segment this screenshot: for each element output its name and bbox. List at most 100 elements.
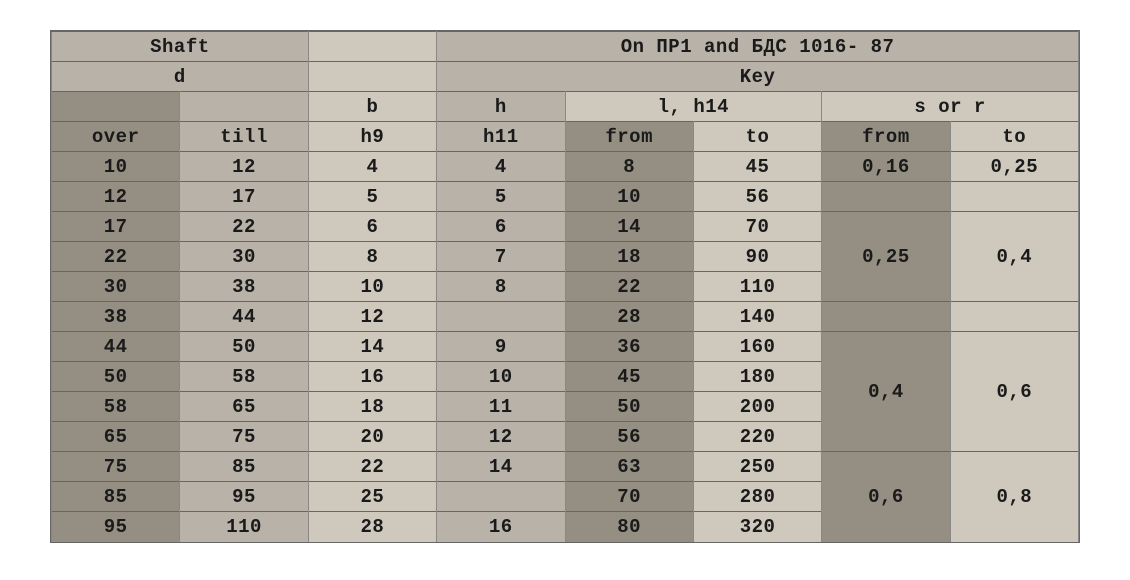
cell-till: 17 [180,182,308,212]
cell-over: 30 [52,272,180,302]
cell-b: 14 [308,332,436,362]
table-row: 17226614700,250,4 [52,212,1079,242]
cell-lfrom: 45 [565,362,693,392]
cell-b: 28 [308,512,436,542]
cell-lto: 280 [693,482,821,512]
cell-over: 10 [52,152,180,182]
cell-h [437,302,565,332]
cell-sr-to: 0,6 [950,332,1078,452]
cell-till: 58 [180,362,308,392]
cell-lfrom: 50 [565,392,693,422]
col-sr: s or r [822,92,1079,122]
sub-over: over [52,122,180,152]
cell-lto: 70 [693,212,821,242]
cell-b: 4 [308,152,436,182]
cell-h [437,482,565,512]
cell-b: 22 [308,452,436,482]
sub-h9: h9 [308,122,436,152]
table-row: 1217551056 [52,182,1079,212]
cell-sr-to: 0,25 [950,152,1078,182]
cell-till: 85 [180,452,308,482]
cell-till: 44 [180,302,308,332]
hdr-d: d [52,62,309,92]
sub-till: till [180,122,308,152]
cell-over: 44 [52,332,180,362]
cell-b: 5 [308,182,436,212]
cell-h: 10 [437,362,565,392]
col-h: h [437,92,565,122]
cell-over: 65 [52,422,180,452]
cell-h: 16 [437,512,565,542]
cell-over: 50 [52,362,180,392]
cell-sr-from [822,302,950,332]
cell-b: 8 [308,242,436,272]
cell-b: 12 [308,302,436,332]
cell-till: 12 [180,152,308,182]
cell-sr-to [950,182,1078,212]
header-row-3: b h l, h14 s or r [52,92,1079,122]
cell-till: 110 [180,512,308,542]
cell-b: 16 [308,362,436,392]
cell-sr-from: 0,6 [822,452,950,542]
cell-lto: 320 [693,512,821,542]
cell-h: 6 [437,212,565,242]
cell-till: 75 [180,422,308,452]
cell-lfrom: 22 [565,272,693,302]
cell-sr-to: 0,4 [950,212,1078,302]
cell-lfrom: 80 [565,512,693,542]
cell-b: 25 [308,482,436,512]
cell-lto: 56 [693,182,821,212]
table-row: 1012448450,160,25 [52,152,1079,182]
sub-to1: to [693,122,821,152]
hdr-blank [308,32,436,62]
cell-over: 22 [52,242,180,272]
cell-lto: 90 [693,242,821,272]
cell-lto: 140 [693,302,821,332]
col-b: b [308,92,436,122]
col-l: l, h14 [565,92,822,122]
cell-lto: 160 [693,332,821,362]
cell-lfrom: 63 [565,452,693,482]
cell-lto: 220 [693,422,821,452]
cell-b: 20 [308,422,436,452]
cell-b: 10 [308,272,436,302]
cell-till: 38 [180,272,308,302]
cell-h: 8 [437,272,565,302]
cell-over: 58 [52,392,180,422]
cell-sr-from [822,182,950,212]
table: Shaft On ПР1 and БДС 1016- 87 d Key b h … [51,31,1079,542]
sub-h11: h11 [437,122,565,152]
sub-from1: from [565,122,693,152]
cell-over: 85 [52,482,180,512]
cell-lto: 110 [693,272,821,302]
cell-till: 65 [180,392,308,422]
cell-lfrom: 70 [565,482,693,512]
cell-sr-to: 0,8 [950,452,1078,542]
cell-till: 50 [180,332,308,362]
cell-lto: 45 [693,152,821,182]
cell-lfrom: 18 [565,242,693,272]
hdr-key: Key [437,62,1079,92]
header-row-2: d Key [52,62,1079,92]
cell-lto: 180 [693,362,821,392]
cell-lfrom: 8 [565,152,693,182]
cell-b: 18 [308,392,436,422]
header-row-1: Shaft On ПР1 and БДС 1016- 87 [52,32,1079,62]
cell-sr-from: 0,25 [822,212,950,302]
header-row-4: over till h9 h11 from to from to [52,122,1079,152]
cell-lfrom: 36 [565,332,693,362]
sub-from2: from [822,122,950,152]
cell-lfrom: 28 [565,302,693,332]
table-row: 4450149361600,40,6 [52,332,1079,362]
cell-b: 6 [308,212,436,242]
cell-h: 4 [437,152,565,182]
table-body: 1012448450,160,25121755105617226614700,2… [52,152,1079,542]
cell-lfrom: 10 [565,182,693,212]
cell-over: 95 [52,512,180,542]
cell-h: 9 [437,332,565,362]
cell-till: 30 [180,242,308,272]
table-row: 75852214632500,60,8 [52,452,1079,482]
cell-h: 12 [437,422,565,452]
cell-h: 14 [437,452,565,482]
hdr-shaft: Shaft [52,32,309,62]
